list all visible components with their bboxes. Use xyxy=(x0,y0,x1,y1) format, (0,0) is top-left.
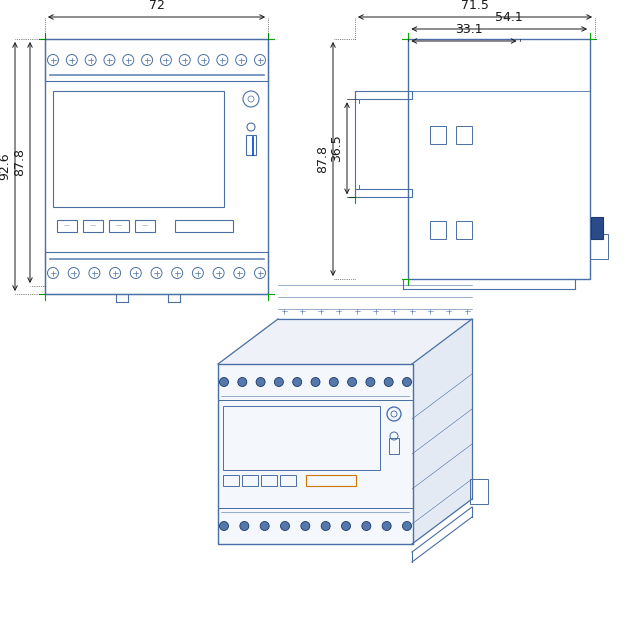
Bar xyxy=(430,221,447,239)
Text: 87.8: 87.8 xyxy=(316,145,329,173)
Bar xyxy=(218,364,413,400)
Bar xyxy=(457,221,472,239)
Circle shape xyxy=(362,521,371,530)
Bar xyxy=(280,475,296,486)
Circle shape xyxy=(220,378,228,387)
Text: 87.8: 87.8 xyxy=(13,148,26,176)
Bar xyxy=(590,234,608,259)
Circle shape xyxy=(220,521,228,530)
Bar xyxy=(53,91,224,207)
Bar xyxy=(408,39,590,279)
Bar xyxy=(175,220,233,232)
Circle shape xyxy=(274,378,284,387)
Circle shape xyxy=(260,521,269,530)
Text: 92.6: 92.6 xyxy=(0,153,11,180)
Text: —: — xyxy=(64,224,70,229)
Text: —: — xyxy=(142,224,148,229)
Circle shape xyxy=(292,378,302,387)
Circle shape xyxy=(330,378,338,387)
Circle shape xyxy=(311,378,320,387)
Circle shape xyxy=(384,378,393,387)
Bar xyxy=(83,220,103,232)
Polygon shape xyxy=(218,364,412,544)
Bar xyxy=(45,39,268,294)
Circle shape xyxy=(238,378,247,387)
Polygon shape xyxy=(412,319,472,544)
Bar xyxy=(261,475,277,486)
Text: —: — xyxy=(116,224,122,229)
Text: —: — xyxy=(90,224,96,229)
Bar xyxy=(389,438,399,454)
Text: 33.1: 33.1 xyxy=(455,23,483,36)
Circle shape xyxy=(321,521,330,530)
Bar xyxy=(591,217,603,239)
Bar xyxy=(223,475,239,486)
Circle shape xyxy=(366,378,375,387)
Text: 71.5: 71.5 xyxy=(461,0,489,12)
Bar xyxy=(408,39,590,91)
Bar xyxy=(306,475,356,486)
Bar xyxy=(218,508,413,544)
Bar xyxy=(45,252,268,294)
Polygon shape xyxy=(218,319,472,364)
Circle shape xyxy=(382,521,391,530)
Circle shape xyxy=(403,521,411,530)
Circle shape xyxy=(342,521,350,530)
Text: 54.1: 54.1 xyxy=(495,11,523,24)
Bar xyxy=(246,135,256,155)
Bar xyxy=(430,127,447,144)
Circle shape xyxy=(240,521,249,530)
Bar xyxy=(109,220,129,232)
Bar xyxy=(242,475,258,486)
Bar xyxy=(355,189,413,197)
Bar xyxy=(355,91,413,99)
Bar xyxy=(45,39,268,81)
Circle shape xyxy=(281,521,289,530)
Bar xyxy=(457,127,472,144)
Bar xyxy=(135,220,155,232)
Circle shape xyxy=(256,378,265,387)
Circle shape xyxy=(348,378,357,387)
Bar xyxy=(218,364,413,544)
Bar xyxy=(470,479,488,504)
Text: 36.5: 36.5 xyxy=(330,134,343,162)
Bar xyxy=(223,406,380,470)
Bar xyxy=(57,220,77,232)
Circle shape xyxy=(301,521,310,530)
Text: 72: 72 xyxy=(148,0,164,12)
Circle shape xyxy=(403,378,411,387)
